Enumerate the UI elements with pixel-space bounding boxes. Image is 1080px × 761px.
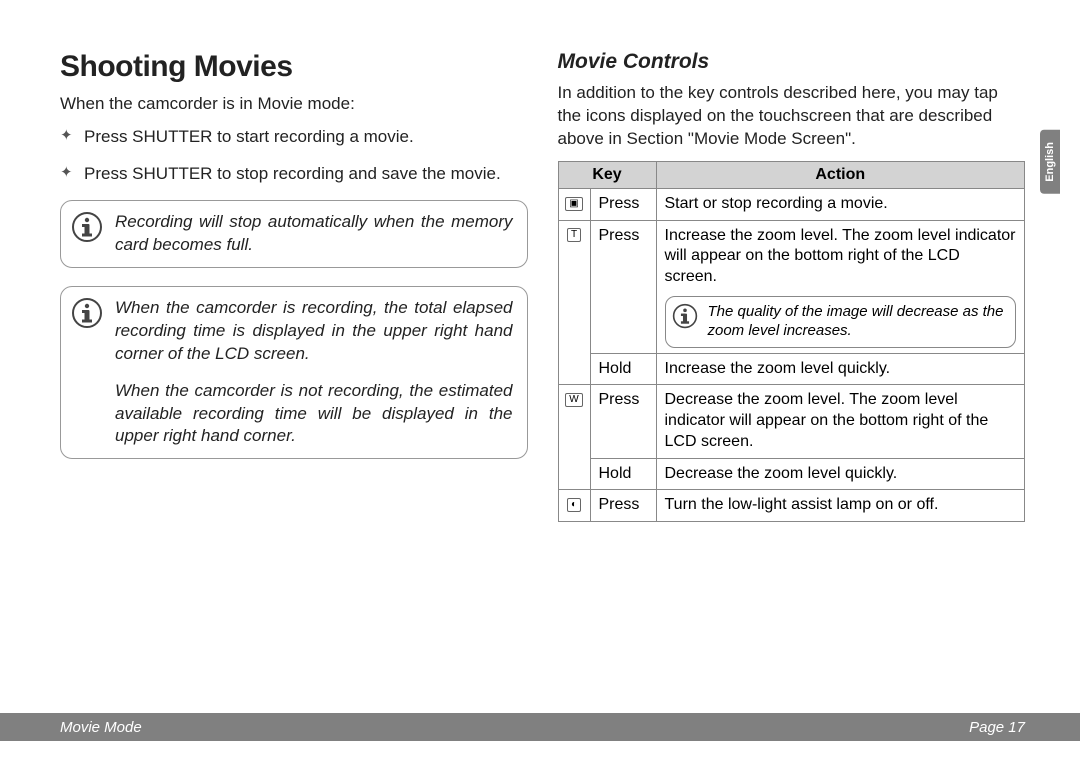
language-tab: English [1040,130,1060,194]
right-column: Movie Controls In addition to the key co… [558,50,1026,522]
info-icon [672,303,698,329]
action-cell: Start or stop recording a movie. [656,188,1025,220]
action-cell: Turn the low-light assist lamp on or off… [656,490,1025,522]
zoom-in-icon: T [567,228,581,242]
left-column: Shooting Movies When the camcorder is in… [60,50,528,522]
bullet-list: Press SHUTTER to start recording a movie… [60,126,528,186]
th-action: Action [656,161,1025,188]
key-cell: Hold [590,353,656,385]
info-icon [71,211,103,243]
info-box-1: Recording will stop automatically when t… [60,200,528,268]
key-icon-cell: T [558,220,590,385]
key-icon-cell: ◐ [558,490,590,522]
table-row: T Press Increase the zoom level. The zoo… [558,220,1025,353]
action-cell: Increase the zoom level. The zoom level … [656,220,1025,353]
action-cell: Increase the zoom level quickly. [656,353,1025,385]
action-cell: Decrease the zoom level. The zoom level … [656,385,1025,458]
record-icon: ▣ [565,197,582,211]
intro-text: When the camcorder is in Movie mode: [60,94,528,114]
table-row: W Press Decrease the zoom level. The zoo… [558,385,1025,458]
key-icon-cell: W [558,385,590,490]
info-text: Recording will stop automatically when t… [115,211,513,257]
info-text: When the camcorder is recording, the tot… [115,297,513,366]
table-row: ◐ Press Turn the low-light assist lamp o… [558,490,1025,522]
lamp-icon: ◐ [567,498,581,512]
bullet-item: Press SHUTTER to start recording a movie… [60,126,528,149]
zoom-out-icon: W [565,393,582,407]
info-icon [71,297,103,329]
key-cell: Press [590,385,656,458]
info-text: When the camcorder is not recording, the… [115,380,513,449]
bullet-item: Press SHUTTER to stop recording and save… [60,163,528,186]
th-key: Key [558,161,656,188]
nested-info-box: The quality of the image will decrease a… [665,296,1017,348]
table-row: Hold Increase the zoom level quickly. [558,353,1025,385]
main-heading: Shooting Movies [60,50,528,84]
key-cell: Press [590,220,656,353]
key-icon-cell: ▣ [558,188,590,220]
controls-intro: In addition to the key controls describe… [558,82,1026,151]
table-row: Hold Decrease the zoom level quickly. [558,458,1025,490]
info-box-2: When the camcorder is recording, the tot… [60,286,528,460]
controls-table: Key Action ▣ Press Start or stop recordi… [558,161,1026,522]
footer-page: Page 17 [969,719,1025,736]
key-cell: Hold [590,458,656,490]
table-row: ▣ Press Start or stop recording a movie. [558,188,1025,220]
key-cell: Press [590,490,656,522]
sub-heading: Movie Controls [558,50,1026,74]
nested-info-text: The quality of the image will decrease a… [708,303,1004,339]
action-cell: Decrease the zoom level quickly. [656,458,1025,490]
footer-bar: Movie Mode Page 17 [0,713,1080,741]
action-text: Increase the zoom level. The zoom level … [665,227,1016,286]
footer-section: Movie Mode [60,719,142,736]
key-cell: Press [590,188,656,220]
